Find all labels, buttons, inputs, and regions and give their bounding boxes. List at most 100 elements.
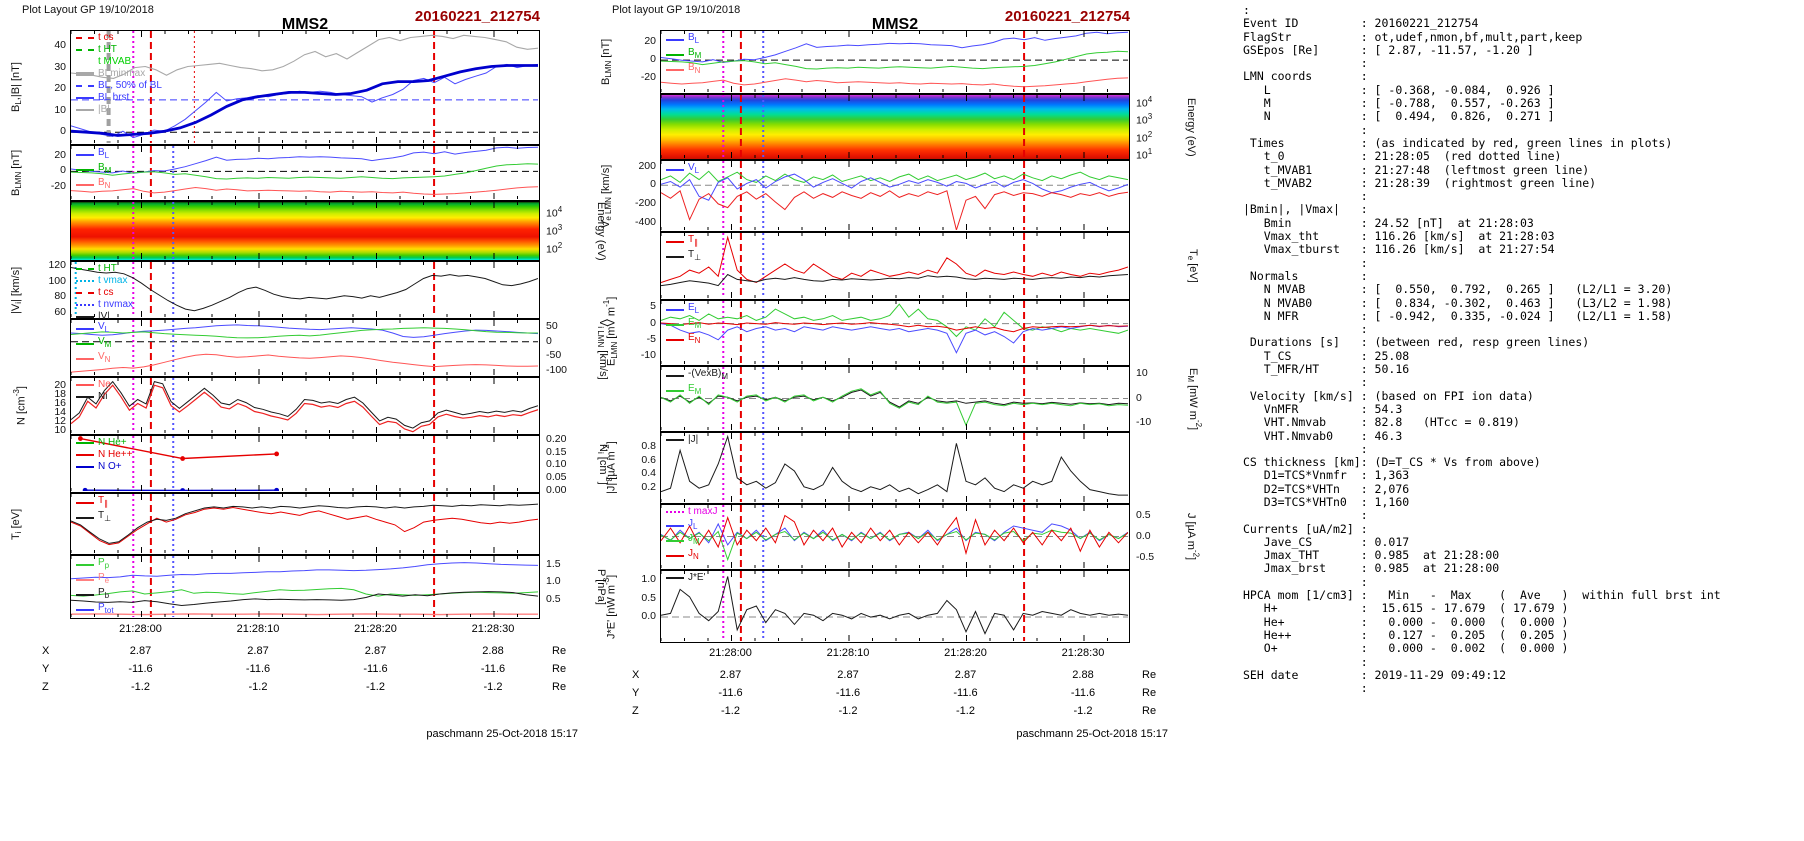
- ytick-label: 103: [1136, 112, 1153, 127]
- time-tick-label: 21:28:20: [944, 647, 987, 659]
- axis-label-te: Te [eV]: [1186, 249, 1200, 283]
- info-line: L : [ -0.368, -0.084, 0.926 ]: [1243, 82, 1555, 97]
- panel-bl-b: 0 10 20 30 40 BL,|B| [nT] t cs t HT t MVAB BLminm…: [8, 30, 612, 145]
- info-line: t_0 : 21:28:05 (red dotted line): [1243, 149, 1562, 164]
- info-line: D2=TCS*VHTn : 2,076: [1243, 481, 1410, 496]
- ytick-label: 18: [54, 387, 66, 400]
- ytick-label: 103: [546, 222, 563, 238]
- ytick-label: 1.5: [546, 557, 561, 570]
- info-line: :: [1243, 654, 1368, 669]
- position-value: -1.2: [131, 681, 150, 693]
- ytick-label: -50: [546, 349, 562, 362]
- ytick-label: 0: [650, 316, 656, 329]
- panel-vi-mag: 60 80 100 120 |Vi| [km/s] t HT t vmax t cs t nvm…: [8, 259, 612, 322]
- ytick-label: 0: [650, 178, 656, 191]
- info-line: Vmax_tht : 116.26 [km/s] at 21:28:03: [1243, 229, 1555, 244]
- ytick-label: 200: [638, 159, 656, 172]
- info-line: t_MVAB1 : 21:27:48 (leftmost green line): [1243, 162, 1590, 177]
- ytick-label: 0.8: [641, 439, 656, 452]
- info-line: Jmax_THT : 0.985 at 21:28:00: [1243, 548, 1500, 563]
- info-line: Jmax_brst : 0.985 at 21:28:00: [1243, 561, 1500, 576]
- info-line: N MVAB : [ 0.550, 0.792, 0.265 ] (L2/L1 …: [1243, 282, 1673, 297]
- ytick-label: -400: [634, 215, 656, 228]
- info-line: D3=TCS*VHTn0 : 1,160: [1243, 494, 1410, 509]
- ytick-label: 0.6: [641, 453, 656, 466]
- info-line: Normals :: [1243, 268, 1368, 283]
- ytick-label: 0.20: [546, 432, 567, 445]
- position-unit: Re: [1142, 687, 1157, 699]
- ytick-label: 0.0: [641, 610, 656, 623]
- info-line: Times : (as indicated by red, green line…: [1243, 135, 1673, 150]
- position-row-label: X: [632, 669, 640, 681]
- ytick-label: 30: [54, 60, 66, 73]
- info-line: O+ : 0.000 - 0.002 ( 0.000 ): [1243, 641, 1569, 656]
- panel-e-lmn: 5 0 -5 -10 ELMN [mV m-1] EL EM EN: [598, 297, 1202, 366]
- position-value: -11.6: [1070, 687, 1096, 699]
- ytick-label: -10: [640, 348, 656, 361]
- panel-ve-lmn: 200 0 -200 -400 Ve LMN [km/s] VL: [598, 160, 1202, 232]
- plot-layout-note-left: Plot Layout GP 19/10/2018: [22, 4, 154, 16]
- ytick-label: 0.00: [546, 484, 567, 496]
- info-line: CS thickness [km]: (D=T_CS * Vs from abo…: [1243, 455, 1541, 470]
- position-value: -1.2: [956, 705, 975, 717]
- info-line: :: [1243, 574, 1368, 589]
- info-line: N : [ 0.494, 0.826, 0.271 ]: [1243, 109, 1555, 124]
- info-line: :: [1243, 122, 1368, 137]
- axis-label-j-mag: |J| [µA m-2]: [602, 441, 618, 495]
- panel-svg-ve-lmn: [661, 161, 1128, 230]
- info-line: LMN coords :: [1243, 69, 1368, 84]
- ytick-label: 0: [546, 334, 552, 347]
- info-line: T_MFR/HT : 50.16: [1243, 362, 1410, 377]
- time-tick-label: 21:28:00: [709, 647, 752, 659]
- plot-area-j-mag: [660, 432, 1130, 504]
- position-unit: Re: [552, 663, 567, 675]
- position-value: -1.2: [721, 705, 740, 717]
- ytick-label: 10: [54, 103, 66, 116]
- panel-svg-vi-lmn: [71, 320, 538, 375]
- position-unit: Re: [1142, 705, 1157, 717]
- ytick-label: 0.4: [641, 467, 656, 480]
- panel-svg-vi-mag: [71, 262, 538, 317]
- info-line: He+ : 0.000 - 0.000 ( 0.000 ): [1243, 614, 1569, 629]
- panel-ti: Ti [eV] T∥ T⊥: [8, 493, 612, 555]
- position-value: 2.87: [364, 645, 387, 657]
- panel-svg-e-lmn: [661, 301, 1128, 364]
- panel-j-lmn: 0.5 0.0 -0.5 J [µA m-2] t maxJ JL JM JN: [598, 504, 1202, 570]
- info-line: Currents [uA/m2] :: [1243, 521, 1368, 536]
- time-tick-label: 21:28:00: [119, 623, 162, 635]
- plot-area-density: [70, 377, 540, 435]
- info-line: :: [1243, 508, 1368, 523]
- plot-area-j-lmn: [660, 504, 1130, 570]
- panel-svg-em-vxb: [661, 367, 1128, 430]
- info-line: |Bmin|, |Vmax| :: [1243, 202, 1368, 217]
- plot-area-blmn-left: [70, 145, 540, 201]
- panel-svg-density: [71, 378, 538, 433]
- position-value: -11.6: [363, 663, 388, 675]
- axis-label-blmn-mid: BLMN [nT]: [600, 38, 614, 86]
- panel-svg-ion-spectrogram: [71, 202, 518, 259]
- info-line: SEH date : 2019-11-29 09:49:12: [1243, 667, 1507, 682]
- position-value: 2.87: [954, 669, 977, 681]
- info-line: Durations [s] : (between red, resp green…: [1243, 335, 1590, 350]
- ytick-label: 0.5: [546, 592, 561, 605]
- axis-label-j-lmn: J [µA m-2]: [1185, 513, 1201, 561]
- ytick-label: 5: [650, 300, 656, 313]
- panel-minor-ions: 0.00 0.05 0.10 0.15 0.20 Ni [cm-3] N He+ N He++…: [8, 432, 613, 496]
- panel-svg-minor-ions: [71, 436, 518, 491]
- ytick-label: -10: [1136, 415, 1152, 428]
- ytick-label: 60: [54, 306, 66, 319]
- info-line: :: [1243, 441, 1368, 456]
- plot-area-electron-spectrogram: [660, 94, 1130, 160]
- plot-area-ion-spectrogram: [70, 201, 540, 261]
- plot-area-ti: [70, 493, 540, 555]
- axis-label-bl-b: BL,|B| [nT]: [10, 62, 24, 113]
- info-line: He++ : 0.127 - 0.205 ( 0.205 ): [1243, 627, 1569, 642]
- info-line: :: [1243, 189, 1368, 204]
- panel-svg-j-lmn: [661, 505, 1128, 568]
- position-unit: Re: [552, 645, 567, 657]
- position-unit: Re: [1142, 669, 1157, 681]
- panel-blmn-mid: -20 0 20 BLMN [nT] BL BM BN: [598, 30, 1202, 94]
- ytick-label: 0.2: [641, 481, 656, 494]
- position-value: 2.87: [719, 669, 742, 681]
